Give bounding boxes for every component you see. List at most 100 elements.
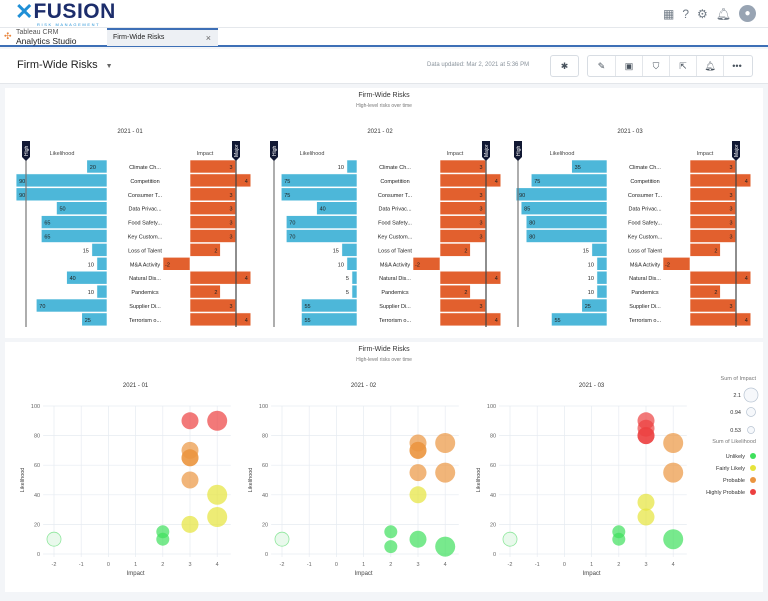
impact-value: 3 <box>730 165 733 171</box>
likelihood-value: 90 <box>519 193 525 199</box>
likelihood-bar <box>596 270 608 285</box>
impact-value: 3 <box>480 235 483 241</box>
impact-value: 2 <box>214 248 217 254</box>
impact-value: 3 <box>730 221 733 227</box>
y-tick-label: 0 <box>265 552 268 558</box>
dashboard-title[interactable]: Firm-Wide Risks ▼ <box>17 59 113 71</box>
likelihood-value: 85 <box>524 207 530 213</box>
close-tab-icon[interactable]: × <box>205 33 211 43</box>
month-title: 2021 - 02 <box>367 129 393 135</box>
bubble <box>274 531 290 547</box>
bubble <box>409 464 427 482</box>
likelihood-bar <box>280 187 358 202</box>
likelihood-value: 55 <box>304 318 310 324</box>
impact-value: 3 <box>730 235 733 241</box>
risk-label: Terrorism o... <box>379 318 412 324</box>
dashboard-toolbar: Firm-Wide Risks ▼ Data updated: Mar 2, 20… <box>0 49 768 84</box>
risk-label: M&A Activity <box>130 262 161 268</box>
y-tick-label: 80 <box>490 434 496 440</box>
risk-label: Natural Dis... <box>129 276 161 282</box>
impact-value: 4 <box>495 276 498 282</box>
bubble <box>409 441 427 459</box>
risk-label: Key Custom... <box>378 235 413 241</box>
color-legend-label: Unlikely <box>726 454 746 460</box>
likelihood-axis-label: Likelihood <box>550 151 575 157</box>
panel-subtitle: High-level risks over time <box>356 357 412 363</box>
impact-bar <box>189 284 221 299</box>
x-tick-label: 1 <box>134 562 137 568</box>
likelihood-bar <box>581 298 608 313</box>
likelihood-bar <box>280 173 358 188</box>
color-legend-label: Fairly Likely <box>716 466 745 472</box>
likelihood-bar <box>316 201 358 215</box>
x-tick-label: 2 <box>161 562 164 568</box>
apps-grid-icon[interactable]: ▦ <box>662 6 675 21</box>
risk-label: Consumer T... <box>628 193 663 199</box>
more-icon[interactable]: ••• <box>723 56 750 76</box>
impact-value: 3 <box>230 207 233 213</box>
impact-value: 3 <box>480 165 483 171</box>
likelihood-bar <box>41 229 108 243</box>
likelihood-axis-label: Likelihood <box>50 151 75 157</box>
asterisk-icon[interactable]: ✱ <box>560 61 569 71</box>
impact-marker-label: Major <box>234 144 240 157</box>
likelihood-value: 10 <box>338 262 344 268</box>
bar-charts: 2021 - 01 Likelihood Impact 20 Climate Ch...… <box>15 129 752 327</box>
save-icon[interactable]: ▣ <box>615 56 642 76</box>
risk-label: Data Privac... <box>628 207 661 213</box>
impact-value: 4 <box>745 318 748 324</box>
impact-value: 2 <box>464 248 467 254</box>
bell-icon[interactable]: 🔔︎ <box>715 6 731 21</box>
likelihood-bar <box>341 243 358 257</box>
bubble-chart-panel: Firm-Wide Risks High-level risks over ti… <box>5 342 763 592</box>
x-tick-label: 1 <box>362 562 365 568</box>
pencil-icon[interactable]: ✎ <box>597 61 606 71</box>
impact-marker-flag <box>732 141 740 161</box>
bubble <box>663 462 684 483</box>
y-tick-label: 0 <box>37 552 40 558</box>
likelihood-value: 80 <box>529 235 535 241</box>
likelihood-value: 65 <box>44 235 50 241</box>
size-legend-circle <box>747 426 755 434</box>
help-icon[interactable]: ? <box>682 6 689 21</box>
avatar-icon[interactable]: ● <box>739 5 756 22</box>
data-updated-text: Data updated: Mar 2, 2021 at 5:36 PM <box>427 62 530 68</box>
gear-icon[interactable]: ⚙ <box>697 6 708 21</box>
impact-value: 3 <box>230 235 233 241</box>
likelihood-bar <box>81 312 108 327</box>
x-tick-label: 4 <box>672 562 675 568</box>
y-axis-label: Likelihood <box>248 468 254 493</box>
bubble <box>637 493 655 511</box>
tab-firm-wide-risks[interactable]: Firm-Wide Risks × <box>107 28 218 46</box>
likelihood-bar <box>551 312 608 327</box>
x-tick-label: -2 <box>280 562 285 568</box>
impact-value: 2 <box>714 248 717 254</box>
likelihood-value: 10 <box>88 290 94 296</box>
clip-icon[interactable]: ⛉ <box>642 56 669 76</box>
risk-label: Key Custom... <box>628 235 663 241</box>
color-legend-swatch <box>750 465 756 471</box>
impact-value: 4 <box>745 276 748 282</box>
y-tick-label: 40 <box>262 493 268 499</box>
likelihood-marker-label: High <box>24 145 30 156</box>
risk-label: Supplier Di... <box>129 304 161 310</box>
bar-chart-panel: Firm-Wide Risks High-level risks over ti… <box>5 88 763 338</box>
app-launcher-tab[interactable]: ✣ Tableau CRM Analytics Studio <box>4 29 77 46</box>
fusion-logo[interactable]: ✕ FUSION RISK MANAGEMENT <box>15 0 116 28</box>
y-tick-label: 40 <box>490 493 496 499</box>
likelihood-bar <box>91 243 108 257</box>
chevron-down-icon[interactable]: ▼ <box>105 63 113 70</box>
x-tick-label: 3 <box>644 562 647 568</box>
likelihood-value: 65 <box>44 221 50 227</box>
impact-marker-flag <box>482 141 490 161</box>
likelihood-value: 25 <box>85 318 91 324</box>
x-tick-label: 1 <box>590 562 593 568</box>
likelihood-bar <box>285 215 358 229</box>
bell-plus-icon[interactable]: 🔔︎ <box>696 56 723 76</box>
likelihood-value: 75 <box>284 179 290 185</box>
share-icon[interactable]: ⇱ <box>669 56 696 76</box>
risk-label: Food Safety... <box>128 221 162 227</box>
likelihood-marker-label: High <box>516 145 522 156</box>
likelihood-value: 15 <box>583 248 589 254</box>
size-legend-circle <box>746 407 756 417</box>
